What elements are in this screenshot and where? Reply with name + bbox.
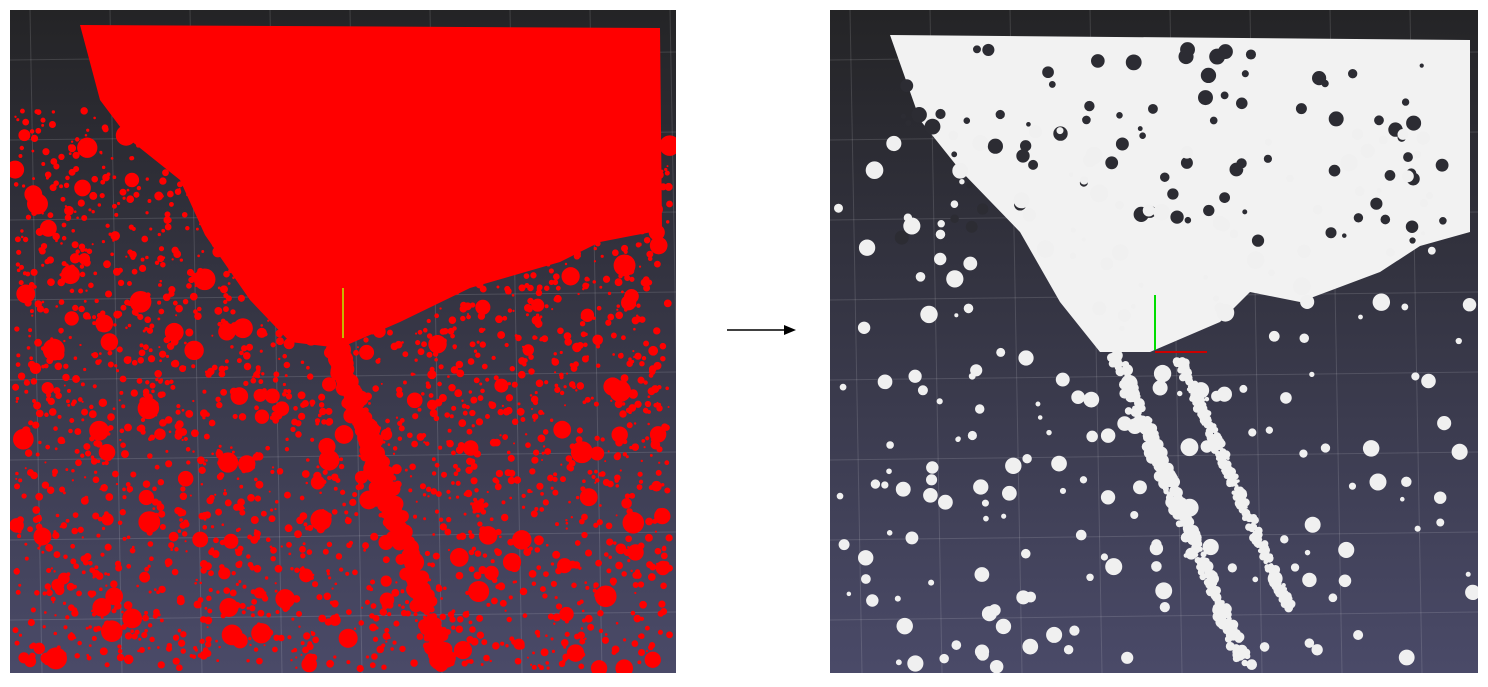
grid-line	[10, 451, 676, 461]
arrow-head	[784, 325, 796, 335]
right-point-cloud	[833, 35, 1478, 673]
grid-line	[830, 611, 1478, 621]
grid-line	[669, 10, 676, 370]
dense-canopy	[80, 25, 662, 348]
grid-line	[830, 531, 1478, 541]
left-point-cloud	[10, 25, 676, 673]
grid-line	[830, 371, 1478, 381]
dense-canopy	[890, 35, 1470, 352]
point-cloud	[833, 125, 1478, 673]
grid-line	[10, 531, 676, 541]
point-cloud	[10, 107, 676, 673]
